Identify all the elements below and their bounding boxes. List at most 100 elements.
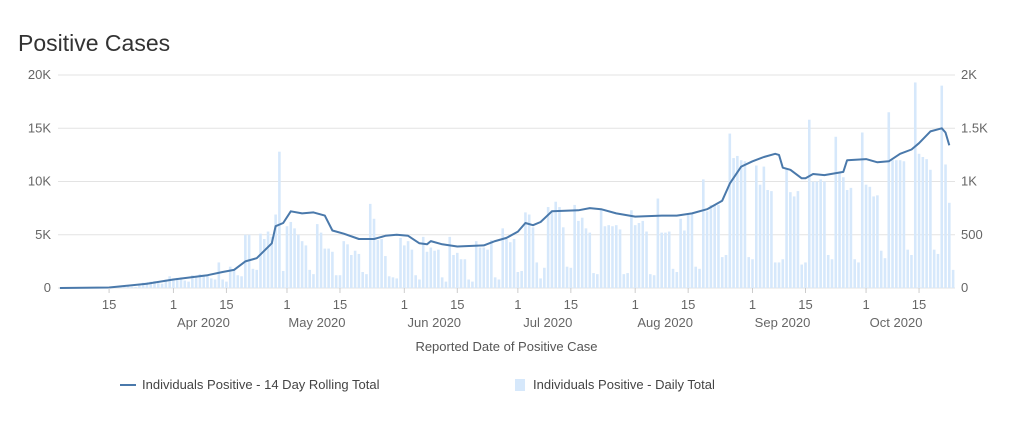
daily-bar: [217, 262, 221, 288]
daily-bar: [592, 273, 595, 288]
daily-bar: [645, 231, 648, 288]
daily-bar: [463, 259, 467, 288]
daily-bar: [732, 158, 735, 288]
daily-bar: [664, 232, 667, 288]
daily-bar: [577, 220, 580, 288]
left-axis-tick-label: 10K: [28, 174, 51, 189]
daily-bar: [656, 198, 660, 288]
daily-bar: [872, 196, 875, 288]
daily-bar: [823, 181, 826, 288]
daily-bar: [683, 230, 686, 288]
daily-bar: [512, 239, 516, 288]
daily-bar: [766, 190, 769, 288]
daily-bar: [478, 247, 482, 288]
daily-bar: [368, 203, 372, 288]
daily-bar: [913, 82, 917, 288]
daily-bar: [702, 179, 705, 288]
x-tick-label: 15: [219, 297, 233, 312]
daily-bar: [819, 179, 822, 288]
daily-bar: [376, 240, 380, 288]
daily-bar: [944, 164, 947, 288]
daily-bar: [720, 257, 724, 288]
daily-bar: [452, 254, 455, 288]
daily-bar: [467, 279, 470, 288]
daily-bar: [569, 267, 573, 288]
x-tick-label: 15: [450, 297, 464, 312]
daily-bar: [410, 249, 414, 288]
daily-bar: [391, 277, 395, 288]
x-tick-label: 1: [632, 297, 639, 312]
daily-bar: [126, 285, 130, 288]
daily-bar: [845, 190, 849, 288]
x-tick-label: 15: [564, 297, 578, 312]
daily-bar: [857, 262, 860, 288]
x-month-label: Jul 2020: [523, 315, 572, 330]
right-axis-tick-label: 500: [961, 227, 983, 242]
daily-bar: [130, 286, 134, 288]
daily-bar: [262, 239, 266, 288]
daily-bar: [599, 209, 603, 288]
daily-bar: [860, 132, 864, 288]
daily-bar: [308, 269, 311, 288]
legend-item-rolling-total[interactable]: Individuals Positive - 14 Day Rolling To…: [120, 377, 380, 392]
x-tick-label: 15: [102, 297, 116, 312]
daily-bar: [800, 264, 804, 288]
daily-bar: [164, 279, 168, 288]
daily-bar: [917, 153, 921, 288]
daily-bar: [879, 250, 883, 288]
left-axis-tick-label: 5K: [35, 227, 51, 242]
daily-bar: [849, 187, 853, 288]
x-tick-label: 1: [170, 297, 177, 312]
daily-bar: [906, 249, 909, 288]
daily-bar: [603, 226, 607, 288]
daily-bar: [157, 283, 160, 288]
x-month-label: Oct 2020: [870, 315, 923, 330]
daily-bar: [251, 268, 255, 288]
daily-bar: [815, 181, 819, 288]
daily-bar: [838, 171, 841, 288]
daily-bar: [698, 268, 701, 288]
daily-bar: [630, 210, 633, 288]
daily-bar: [807, 119, 811, 288]
daily-bar: [558, 207, 561, 288]
daily-bar: [350, 254, 353, 288]
daily-bar: [694, 266, 698, 288]
daily-bar: [932, 249, 936, 288]
daily-bar: [440, 277, 444, 288]
daily-bar: [633, 225, 637, 288]
right-axis-tick-label: 0: [961, 280, 968, 295]
daily-bar: [331, 251, 334, 288]
left-axis-tick-label: 0: [44, 280, 51, 295]
daily-bar: [921, 157, 925, 288]
x-tick-label: 15: [798, 297, 812, 312]
left-axis-tick-label: 20K: [28, 67, 51, 82]
daily-bar: [690, 213, 694, 288]
daily-bar: [421, 236, 425, 288]
x-month-label: May 2020: [288, 315, 345, 330]
daily-bar: [755, 165, 758, 288]
daily-bar: [497, 279, 501, 288]
daily-bar: [433, 250, 436, 288]
daily-bar: [736, 155, 739, 288]
daily-bar: [406, 241, 410, 288]
legend-item-daily-total[interactable]: Individuals Positive - Daily Total: [515, 377, 715, 392]
daily-bar: [743, 161, 747, 288]
daily-bar: [531, 227, 535, 288]
daily-bar: [929, 169, 932, 288]
daily-bar: [951, 269, 955, 288]
daily-bar: [134, 286, 137, 288]
daily-bar: [611, 226, 614, 288]
x-month-label: Apr 2020: [177, 315, 230, 330]
daily-bar: [925, 159, 928, 288]
daily-bar: [501, 228, 505, 288]
daily-bar: [527, 214, 531, 288]
daily-bar: [898, 160, 902, 288]
daily-bar: [172, 278, 175, 288]
daily-bar: [713, 204, 716, 288]
daily-bar: [361, 272, 364, 288]
daily-bar: [539, 278, 542, 288]
daily-bar: [948, 202, 951, 288]
daily-bar: [425, 251, 429, 288]
daily-bar: [667, 231, 671, 288]
